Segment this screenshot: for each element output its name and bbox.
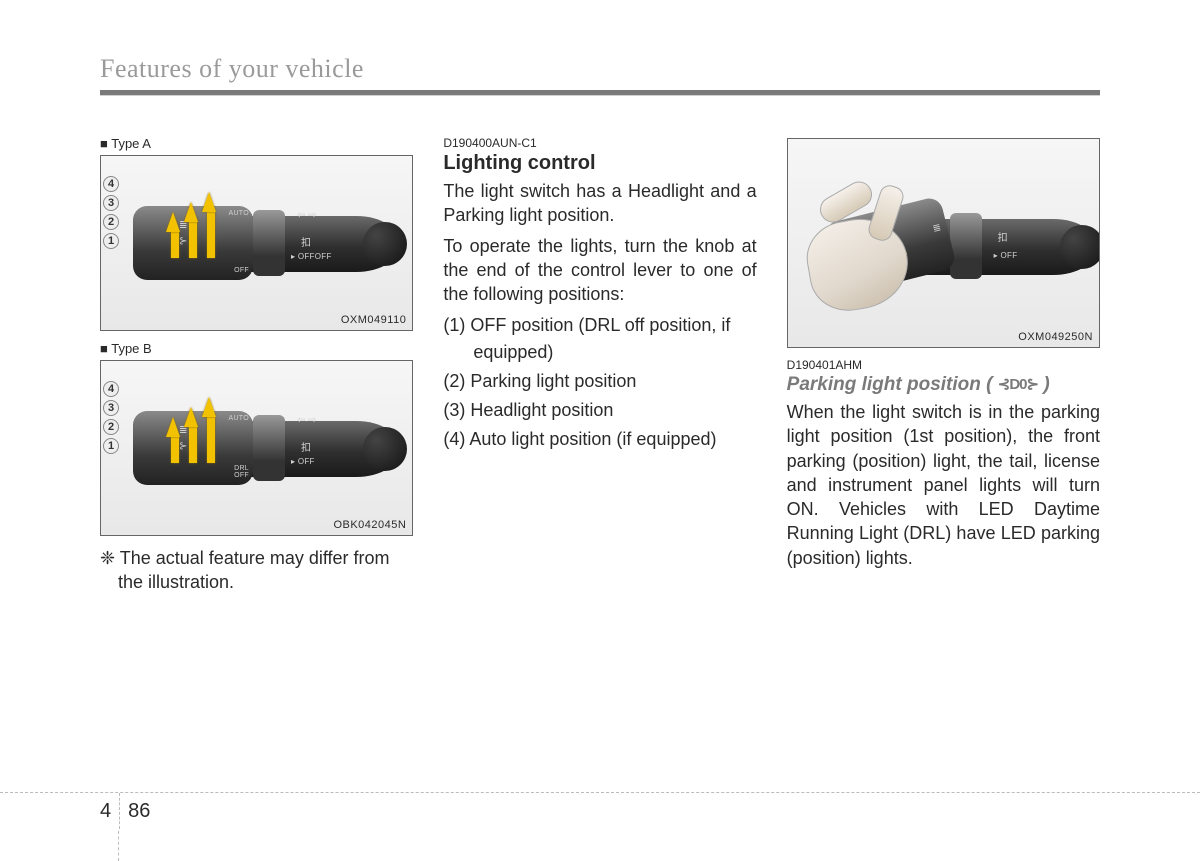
knob-auto-text: AUTO	[228, 210, 249, 217]
footer-rule	[0, 792, 1200, 793]
position-numbers-b: 1 2 3 4	[103, 381, 119, 454]
column-middle: D190400AUN-C1 Lighting control The light…	[443, 136, 756, 595]
lever-off-text: ▸ OFF	[994, 251, 1018, 260]
pos-3: 3	[103, 400, 119, 416]
figure-code-b: OBK042045N	[333, 519, 406, 531]
lever-off-text: ▸ OFF	[291, 457, 315, 466]
figure-hand: ☼ OFF ≣ 扣 ▸ OFF OXM049250N	[787, 138, 1100, 348]
figure-code-hand: OXM049250N	[1018, 331, 1093, 343]
type-a-label: ■ Type A	[100, 136, 413, 151]
fog-icon: 扣	[301, 439, 311, 454]
pos-4: 4	[103, 381, 119, 397]
turn-signal-icon: ⇦ ⇨	[297, 415, 317, 426]
page-title: Features of your vehicle	[100, 54, 1100, 84]
section-number: 4	[100, 800, 111, 823]
knob-off-text: OFF	[234, 267, 249, 274]
lighting-control-heading: Lighting control	[443, 152, 756, 175]
figure-type-b: 1 2 3 4 AUTO DRL OFF ⊱ ≣ ⇦ ⇨	[100, 360, 413, 536]
page-number: 4 86	[100, 793, 150, 829]
lever-off-text: ▸ OFFOFF	[291, 252, 332, 261]
illustration-note: ❈ The actual feature may differ from the…	[100, 546, 413, 595]
pos-3: 3	[103, 195, 119, 211]
parklight-icon: ⊱	[179, 441, 187, 452]
lever-illustration-b: AUTO DRL OFF ⊱ ≣ ⇦ ⇨ 扣 ▸ OFF	[141, 391, 401, 501]
parking-light-heading: Parking light position ( ⊰D0⊱ )	[787, 374, 1100, 396]
hand-illustration	[788, 159, 928, 319]
position-numbers: 1 2 3 4	[103, 176, 119, 249]
lighting-p2: To operate the lights, turn the knob at …	[443, 234, 756, 307]
parklight-icon: ⊱	[179, 236, 187, 247]
page-separator	[119, 793, 120, 829]
figure-code-a: OXM049110	[341, 314, 406, 326]
parklight-symbol: ⊰D0⊱	[998, 376, 1038, 393]
header-rule	[100, 90, 1100, 96]
page-number-value: 86	[128, 800, 150, 823]
position-list: (1) OFF position (DRL off position, if e…	[443, 312, 756, 453]
turn-signal-icon: ⇦ ⇨	[297, 210, 317, 221]
pos-1: 1	[103, 233, 119, 249]
list-item-4: (4) Auto light position (if equipped)	[443, 426, 756, 453]
list-item-2: (2) Parking light position	[443, 368, 756, 395]
column-right: ☼ OFF ≣ 扣 ▸ OFF OXM049250N D190401AHM	[787, 136, 1100, 595]
pos-2: 2	[103, 214, 119, 230]
lighting-p1: The light switch has a Headlight and a P…	[443, 179, 756, 228]
list-item-3: (3) Headlight position	[443, 397, 756, 424]
type-b-label: ■ Type B	[100, 341, 413, 356]
pos-1: 1	[103, 438, 119, 454]
figure-type-a: 1 2 3 4 AUTO OFF ⊱ ≣ ⇦ ⇨ 扣	[100, 155, 413, 331]
fog-icon: 扣	[998, 229, 1008, 244]
headlight-icon: ≣	[931, 222, 942, 235]
column-left: ■ Type A 1 2 3 4 AUTO OFF ⊱ ≣	[100, 136, 413, 595]
knob-drl-text: DRL OFF	[234, 465, 249, 479]
section-code: D190400AUN-C1	[443, 136, 756, 150]
pos-4: 4	[103, 176, 119, 192]
lever-illustration-a: AUTO OFF ⊱ ≣ ⇦ ⇨ 扣 ▸ OFFOFF	[141, 186, 401, 296]
section-code-3: D190401AHM	[787, 358, 1100, 372]
page-separator-tail	[118, 831, 119, 861]
pos-2: 2	[103, 419, 119, 435]
parking-light-p1: When the light switch is in the parking …	[787, 400, 1100, 570]
list-item-1: (1) OFF position (DRL off position, if e…	[443, 312, 756, 366]
knob-auto-text: AUTO	[228, 415, 249, 422]
fog-icon: 扣	[301, 234, 311, 249]
